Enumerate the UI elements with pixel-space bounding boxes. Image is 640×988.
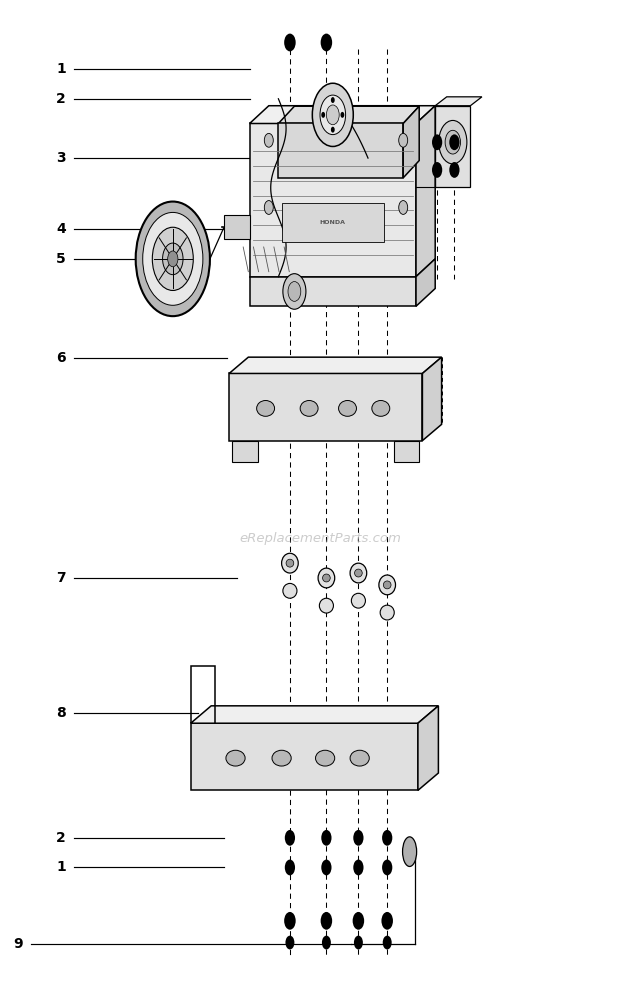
Ellipse shape bbox=[339, 400, 356, 416]
Polygon shape bbox=[422, 358, 442, 441]
Circle shape bbox=[354, 936, 363, 949]
Circle shape bbox=[399, 201, 408, 214]
Text: 5: 5 bbox=[56, 252, 66, 266]
Text: 9: 9 bbox=[13, 937, 23, 950]
Ellipse shape bbox=[319, 598, 333, 613]
Circle shape bbox=[143, 212, 203, 305]
Circle shape bbox=[399, 133, 408, 147]
Ellipse shape bbox=[318, 568, 335, 588]
Polygon shape bbox=[418, 705, 438, 790]
Circle shape bbox=[321, 912, 332, 930]
Text: 1: 1 bbox=[56, 861, 66, 874]
Ellipse shape bbox=[272, 750, 291, 766]
Circle shape bbox=[321, 112, 325, 118]
Circle shape bbox=[284, 34, 296, 51]
Text: eReplacementParts.com: eReplacementParts.com bbox=[239, 532, 401, 545]
Circle shape bbox=[326, 105, 339, 124]
Circle shape bbox=[284, 912, 296, 930]
Polygon shape bbox=[435, 106, 470, 187]
Text: 3: 3 bbox=[56, 151, 66, 165]
Polygon shape bbox=[191, 723, 418, 790]
Polygon shape bbox=[229, 358, 442, 373]
Polygon shape bbox=[191, 705, 438, 723]
Circle shape bbox=[439, 121, 467, 164]
Ellipse shape bbox=[226, 750, 245, 766]
Ellipse shape bbox=[300, 400, 318, 416]
Circle shape bbox=[340, 112, 344, 118]
Ellipse shape bbox=[403, 837, 417, 866]
Ellipse shape bbox=[323, 574, 330, 582]
Bar bbox=[224, 215, 250, 239]
Circle shape bbox=[264, 133, 273, 147]
Ellipse shape bbox=[379, 575, 396, 595]
Circle shape bbox=[168, 251, 178, 267]
Text: 2: 2 bbox=[56, 831, 66, 845]
Ellipse shape bbox=[283, 583, 297, 599]
Circle shape bbox=[445, 130, 461, 154]
Ellipse shape bbox=[383, 581, 391, 589]
Polygon shape bbox=[278, 107, 419, 124]
Text: 2: 2 bbox=[56, 92, 66, 106]
Ellipse shape bbox=[286, 559, 294, 567]
Polygon shape bbox=[416, 106, 435, 277]
Circle shape bbox=[382, 830, 392, 846]
Circle shape bbox=[312, 83, 353, 146]
Circle shape bbox=[264, 201, 273, 214]
Circle shape bbox=[285, 860, 295, 875]
Polygon shape bbox=[229, 373, 422, 441]
Polygon shape bbox=[435, 97, 482, 106]
Text: 1: 1 bbox=[56, 62, 66, 76]
Ellipse shape bbox=[350, 563, 367, 583]
Circle shape bbox=[322, 936, 331, 949]
Ellipse shape bbox=[316, 750, 335, 766]
Circle shape bbox=[381, 912, 393, 930]
Polygon shape bbox=[416, 259, 435, 306]
Ellipse shape bbox=[350, 750, 369, 766]
Circle shape bbox=[321, 830, 332, 846]
Circle shape bbox=[320, 95, 346, 134]
Text: HONDA: HONDA bbox=[320, 219, 346, 225]
Circle shape bbox=[163, 243, 183, 275]
Polygon shape bbox=[250, 124, 416, 277]
Ellipse shape bbox=[372, 400, 390, 416]
Ellipse shape bbox=[380, 605, 394, 620]
Text: 7: 7 bbox=[56, 571, 66, 585]
Circle shape bbox=[382, 860, 392, 875]
Circle shape bbox=[449, 162, 460, 178]
Circle shape bbox=[288, 282, 301, 301]
Ellipse shape bbox=[355, 569, 362, 577]
Circle shape bbox=[353, 830, 364, 846]
Ellipse shape bbox=[257, 400, 275, 416]
Circle shape bbox=[331, 126, 335, 132]
Circle shape bbox=[353, 912, 364, 930]
Circle shape bbox=[285, 936, 294, 949]
Circle shape bbox=[432, 162, 442, 178]
Polygon shape bbox=[403, 107, 419, 178]
Bar bbox=[394, 441, 419, 462]
Circle shape bbox=[449, 134, 460, 150]
Polygon shape bbox=[250, 106, 435, 124]
Text: 8: 8 bbox=[56, 706, 66, 720]
Bar bbox=[282, 203, 384, 242]
Circle shape bbox=[331, 97, 335, 103]
Polygon shape bbox=[278, 124, 403, 178]
Circle shape bbox=[383, 936, 392, 949]
Circle shape bbox=[136, 202, 210, 316]
Ellipse shape bbox=[351, 593, 365, 609]
Circle shape bbox=[285, 830, 295, 846]
Circle shape bbox=[353, 860, 364, 875]
Circle shape bbox=[152, 227, 193, 290]
Circle shape bbox=[432, 134, 442, 150]
Circle shape bbox=[321, 860, 332, 875]
Ellipse shape bbox=[282, 553, 298, 573]
Circle shape bbox=[321, 34, 332, 51]
Text: 4: 4 bbox=[56, 222, 66, 236]
Circle shape bbox=[283, 274, 306, 309]
Text: 6: 6 bbox=[56, 351, 66, 365]
Polygon shape bbox=[250, 277, 416, 306]
Bar bbox=[232, 441, 258, 462]
